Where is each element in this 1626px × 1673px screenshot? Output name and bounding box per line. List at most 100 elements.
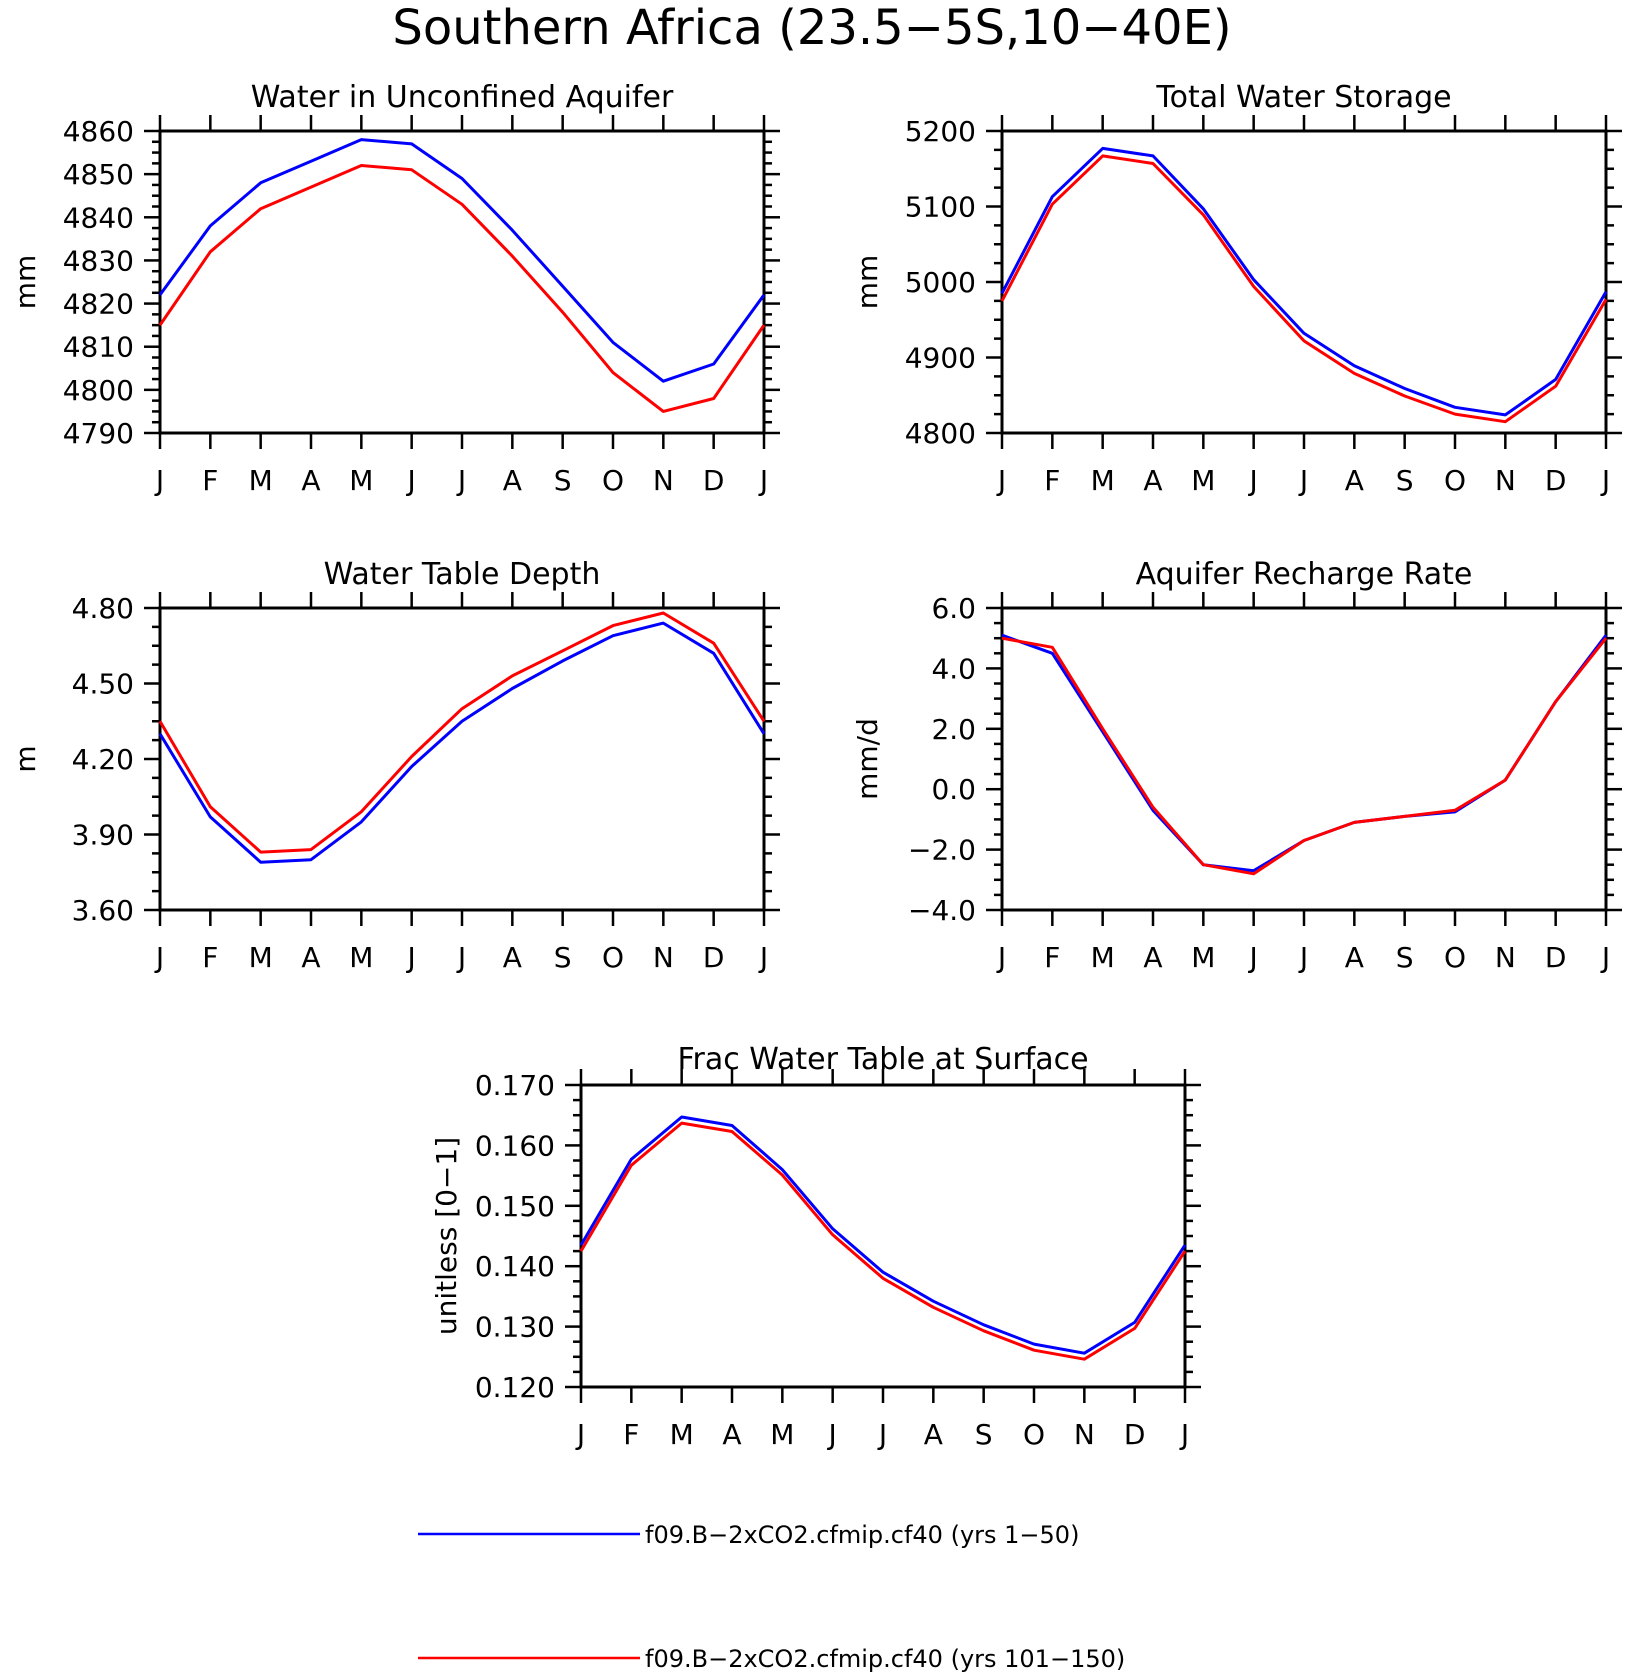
x-tick-label: J: [1179, 1418, 1189, 1451]
panel-title: Total Water Storage: [1155, 80, 1451, 115]
y-axis-label: mm: [851, 255, 884, 310]
x-tick-label: A: [924, 1418, 943, 1451]
x-tick-label: M: [249, 464, 273, 497]
y-tick-label: 4800: [905, 417, 976, 450]
panel-title: Aquifer Recharge Rate: [1136, 557, 1473, 592]
x-tick-label: J: [827, 1418, 837, 1451]
y-tick-label: 4900: [905, 342, 976, 375]
y-axis-label: unitless [0−1]: [430, 1137, 463, 1335]
x-tick-label: J: [1248, 941, 1258, 974]
y-tick-label: 3.60: [72, 894, 134, 927]
y-tick-label: 4830: [63, 244, 134, 277]
y-tick-label: 0.170: [475, 1069, 555, 1102]
series-line-1: [158, 621, 766, 864]
x-tick-label: A: [1143, 464, 1162, 497]
x-tick-label: J: [1298, 941, 1308, 974]
x-tick-label: M: [1091, 464, 1115, 497]
x-tick-label: M: [1191, 941, 1215, 974]
figure-title: Southern Africa (23.5−5S,10−40E): [392, 0, 1231, 56]
x-tick-label: F: [1044, 941, 1060, 974]
x-tick-label: D: [703, 941, 725, 974]
x-tick-label: A: [1143, 941, 1162, 974]
x-tick-label: F: [202, 464, 218, 497]
y-tick-label: 5200: [905, 115, 976, 148]
series-line-2: [1001, 636, 1608, 876]
x-tick-label: N: [1074, 1418, 1095, 1451]
x-tick-label: J: [154, 464, 164, 497]
x-tick-label: N: [653, 464, 674, 497]
y-tick-label: 4840: [63, 201, 134, 234]
x-tick-label: F: [202, 941, 218, 974]
x-tick-label: J: [877, 1418, 887, 1451]
y-tick-label: 4850: [63, 158, 134, 191]
x-tick-label: M: [770, 1418, 794, 1451]
x-tick-label: J: [758, 464, 768, 497]
legend-label: f09.B−2xCO2.cfmip.cf40 (yrs 1−50): [645, 1521, 1079, 1549]
x-tick-label: M: [670, 1418, 694, 1451]
x-tick-label: J: [406, 464, 416, 497]
x-tick-label: J: [758, 941, 768, 974]
x-tick-label: N: [1495, 941, 1516, 974]
x-tick-label: S: [1396, 464, 1414, 497]
x-tick-label: A: [722, 1418, 741, 1451]
y-tick-label: 4.0: [931, 652, 976, 685]
y-tick-label: 0.130: [475, 1311, 555, 1344]
legend-item-1: f09.B−2xCO2.cfmip.cf40 (yrs 1−50): [418, 1521, 1079, 1549]
legend-item-2: f09.B−2xCO2.cfmip.cf40 (yrs 101−150): [418, 1645, 1125, 1673]
x-tick-label: S: [1396, 941, 1414, 974]
series-line-1: [158, 138, 766, 383]
y-tick-label: 4.20: [72, 743, 134, 776]
x-tick-label: D: [1124, 1418, 1146, 1451]
x-tick-label: J: [456, 941, 466, 974]
x-tick-label: M: [349, 941, 373, 974]
series-line-2: [158, 611, 766, 854]
x-tick-label: A: [1345, 941, 1364, 974]
y-tick-label: 4820: [63, 288, 134, 321]
y-tick-label: 0.120: [475, 1371, 555, 1404]
x-tick-label: A: [301, 464, 320, 497]
y-axis-label: mm/d: [851, 718, 884, 800]
y-tick-label: 4810: [63, 331, 134, 364]
legend: f09.B−2xCO2.cfmip.cf40 (yrs 1−50) f09.B−2…: [418, 1521, 1125, 1673]
plot-frame: [158, 129, 766, 435]
y-tick-label: −2.0: [908, 834, 976, 867]
x-tick-label: D: [703, 464, 725, 497]
plot-frame: [158, 606, 766, 912]
x-tick-label: J: [154, 941, 164, 974]
x-tick-label: J: [996, 464, 1006, 497]
y-tick-label: 0.0: [931, 773, 976, 806]
series-line-1: [1000, 146, 1608, 417]
y-axis-label: m: [9, 745, 42, 772]
x-tick-label: S: [554, 464, 572, 497]
y-tick-label: 4800: [63, 374, 134, 407]
x-tick-label: M: [249, 941, 273, 974]
x-tick-label: M: [1191, 464, 1215, 497]
x-tick-label: J: [1248, 464, 1258, 497]
x-tick-label: D: [1545, 464, 1567, 497]
x-tick-label: A: [503, 464, 522, 497]
x-tick-label: J: [406, 941, 416, 974]
x-tick-label: O: [1444, 464, 1466, 497]
x-tick-label: J: [575, 1418, 585, 1451]
x-tick-label: O: [1444, 941, 1466, 974]
series-line-2: [579, 1121, 1187, 1361]
x-tick-label: J: [456, 464, 466, 497]
x-tick-label: J: [1600, 941, 1610, 974]
x-tick-label: O: [602, 464, 624, 497]
legend-label: f09.B−2xCO2.cfmip.cf40 (yrs 101−150): [645, 1645, 1125, 1673]
x-tick-label: J: [1600, 464, 1610, 497]
x-tick-label: D: [1545, 941, 1567, 974]
x-tick-label: F: [623, 1418, 639, 1451]
y-tick-label: 4.50: [72, 668, 134, 701]
x-tick-label: A: [301, 941, 320, 974]
x-tick-label: M: [1091, 941, 1115, 974]
plot-frame: [1000, 606, 1608, 912]
y-tick-label: 0.160: [475, 1129, 555, 1162]
x-tick-label: O: [602, 941, 624, 974]
